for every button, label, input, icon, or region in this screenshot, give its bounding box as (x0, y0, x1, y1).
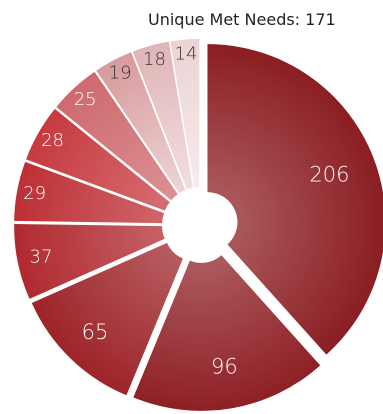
pie-slice-14 (170, 39, 200, 188)
pie-slices (14, 39, 383, 411)
pie-slice-18 (132, 41, 193, 190)
pie-slice-label: 19 (109, 63, 132, 84)
pie-slice-label: 18 (143, 49, 166, 70)
pie-slice-label: 206 (309, 162, 349, 186)
pie-slice-25 (56, 71, 178, 201)
pie-labels: 206 96 65 37 29 28 25 19 18 14 (23, 43, 349, 378)
pie-slice-label: 65 (82, 320, 109, 344)
pie-slice-19 (96, 52, 186, 194)
pie-slice-96 (133, 255, 321, 411)
pie-slice-label: 29 (23, 183, 46, 204)
pie-slice-label: 96 (211, 354, 238, 378)
pie-slice-65 (31, 242, 183, 396)
pie-slice-label: 25 (74, 89, 97, 110)
chart-subtitle: Unique Met Needs: 171 (148, 10, 336, 29)
pie-slice-label: 28 (41, 130, 64, 151)
pie-slice-label: 14 (175, 43, 198, 64)
pie-slice-206 (207, 44, 383, 355)
pie-slice-28 (26, 108, 170, 211)
pie-slice-label: 37 (30, 247, 53, 268)
pie-slice-29 (14, 161, 164, 224)
pie-slice-37 (14, 224, 165, 299)
